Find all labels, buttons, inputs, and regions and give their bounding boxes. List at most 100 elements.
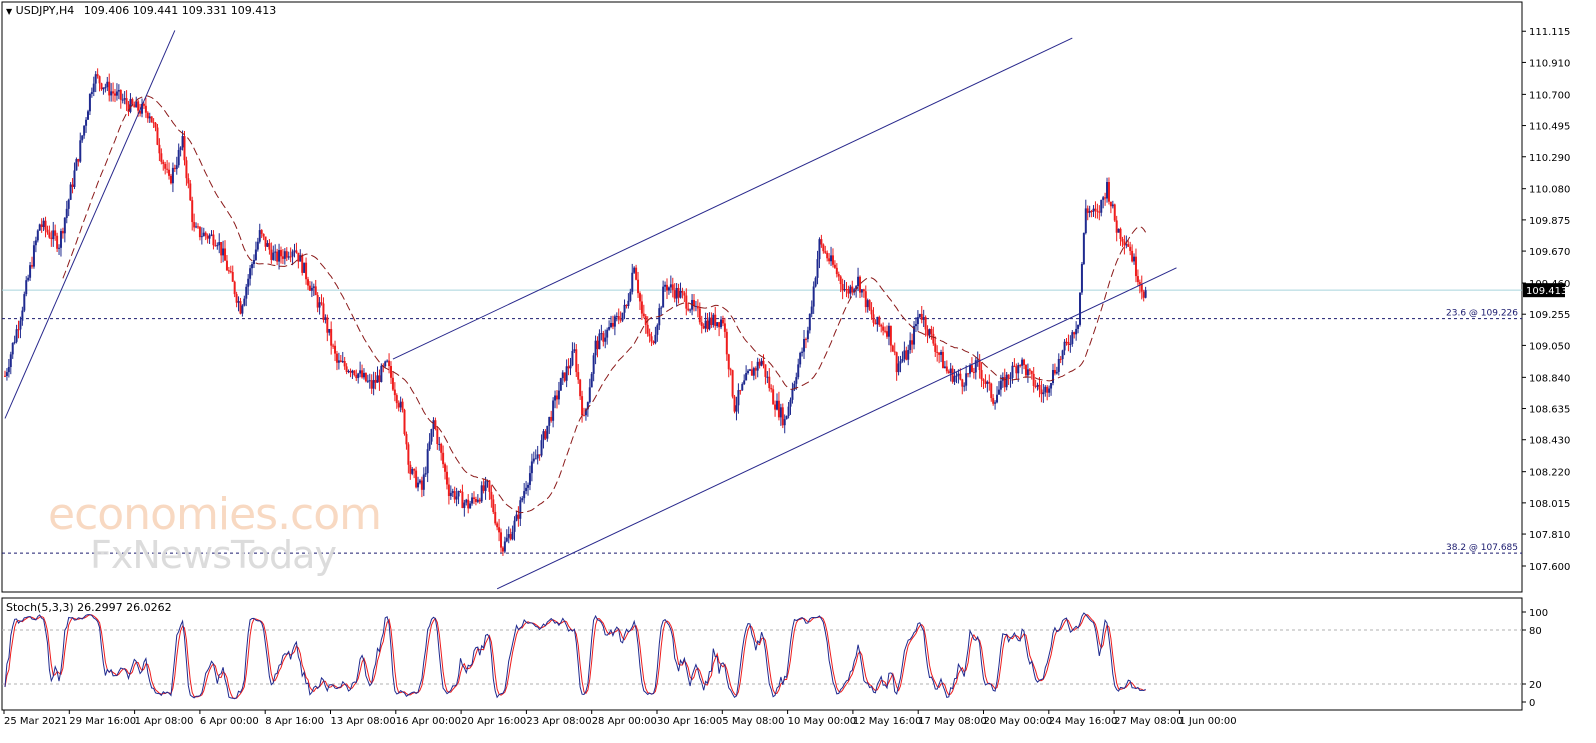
candle-body — [1104, 197, 1107, 199]
candle-body — [646, 324, 649, 334]
candle-body — [67, 199, 70, 209]
candle-body — [536, 454, 539, 459]
trendline[interactable] — [4, 30, 176, 419]
candle-body — [735, 405, 738, 412]
candle-body — [768, 376, 771, 389]
candle-body — [772, 389, 775, 405]
candle-body — [252, 259, 255, 265]
watermark-economies: economies.com — [48, 489, 382, 540]
candle-body — [299, 255, 302, 262]
candle-body — [272, 252, 275, 260]
candle-body — [204, 232, 207, 236]
candle-body — [1044, 386, 1047, 393]
time-tick-label: 25 Mar 2021 — [4, 716, 67, 727]
candle-body — [98, 76, 101, 84]
candle-body — [905, 350, 908, 360]
candle-body — [83, 125, 86, 136]
candle-body — [1107, 182, 1110, 202]
candle-body — [712, 314, 715, 326]
trendline[interactable] — [392, 37, 1073, 360]
candle-body — [422, 474, 425, 490]
candle-body — [955, 375, 958, 377]
candle-body — [997, 389, 1000, 395]
candle-body — [970, 365, 973, 372]
candle-body — [131, 99, 134, 105]
candle-body — [723, 323, 726, 332]
candle-body — [986, 381, 989, 384]
candle-body — [918, 313, 921, 318]
candle-body — [901, 358, 904, 362]
candle-body — [114, 93, 117, 96]
candle-body — [225, 260, 228, 271]
candle-body — [673, 290, 676, 299]
candle-body — [1123, 241, 1126, 246]
candle-body — [27, 277, 30, 281]
candle-body — [146, 112, 149, 119]
trendline[interactable] — [496, 267, 1177, 590]
candle-body — [548, 416, 551, 426]
candle-body — [212, 234, 215, 246]
candle-body — [148, 116, 151, 119]
chart-title: ▼ USDJPY,H4 109.406 109.441 109.331 109.… — [6, 4, 276, 17]
candle-body — [1059, 358, 1062, 360]
candle-body — [803, 339, 806, 352]
candle-body — [693, 299, 696, 307]
candle-body — [638, 293, 641, 302]
candle-body — [291, 251, 294, 257]
moving-average-line[interactable] — [62, 95, 1147, 514]
candle-body — [1075, 328, 1078, 335]
price-tick-label: 108.840 — [1529, 373, 1570, 384]
candle-body — [1084, 208, 1087, 234]
price-tick-label: 108.430 — [1529, 436, 1570, 447]
candle-body — [457, 490, 460, 497]
candle-body — [984, 380, 987, 384]
candle-body — [909, 340, 912, 350]
candle-body — [129, 99, 132, 112]
collapse-triangle-icon[interactable]: ▼ — [6, 7, 13, 16]
candle-body — [274, 251, 277, 253]
candle-body — [488, 480, 491, 492]
candle-body — [853, 289, 856, 293]
candle-body — [500, 532, 503, 548]
candle-body — [1071, 332, 1074, 344]
candle-body — [88, 94, 91, 112]
candle-body — [224, 248, 227, 261]
candle-body — [882, 326, 885, 331]
candle-body — [380, 365, 383, 382]
candle-body — [833, 264, 836, 268]
candle-body — [187, 178, 190, 184]
candle-body — [534, 458, 537, 460]
candle-body — [1142, 291, 1145, 298]
candle-body — [472, 497, 475, 500]
candle-body — [766, 376, 769, 378]
candle-body — [980, 370, 983, 380]
candle-body — [494, 511, 497, 524]
candle-body — [872, 314, 875, 323]
time-tick-label: 6 Apr 00:00 — [200, 716, 259, 727]
candle-body — [1061, 350, 1064, 360]
candle-body — [251, 264, 254, 269]
candle-body — [100, 83, 103, 90]
candle-body — [438, 443, 441, 445]
stoch-tick-label: 20 — [1529, 680, 1542, 691]
candle-body — [874, 322, 877, 325]
candle-body — [660, 307, 663, 309]
candle-body — [770, 388, 773, 390]
candle-body — [112, 91, 115, 94]
time-tick-label: 30 Apr 16:00 — [657, 716, 722, 727]
candle-body — [245, 286, 248, 299]
candle-body — [588, 387, 591, 403]
candle-body — [602, 333, 605, 342]
candle-body — [34, 240, 37, 246]
candle-body — [764, 364, 767, 377]
candle-body — [150, 116, 153, 123]
candle-body — [293, 250, 296, 252]
candle-body — [1073, 332, 1076, 335]
candle-body — [69, 184, 72, 200]
candle-body — [694, 305, 697, 307]
candle-body — [90, 91, 93, 95]
price-tick-label: 108.220 — [1529, 468, 1570, 479]
candle-body — [478, 499, 481, 502]
candle-body — [417, 482, 420, 488]
